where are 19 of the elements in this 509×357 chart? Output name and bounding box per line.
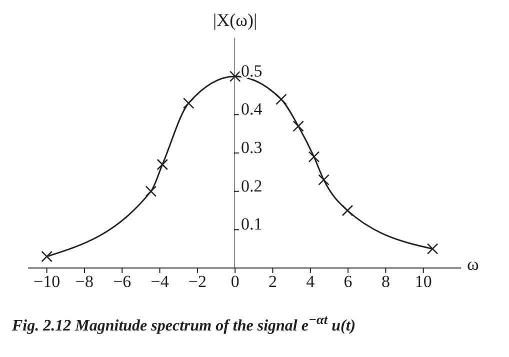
x-tick-label: −10 [34, 272, 60, 292]
y-tick-label: 0.4 [241, 100, 263, 119]
x-tick-label: 4 [306, 272, 316, 292]
y-tick-label: 0.5 [241, 61, 262, 80]
x-tick-label: 2 [268, 272, 277, 292]
x-axis-title: ω [467, 254, 479, 275]
x-tick-label: −4 [150, 272, 170, 292]
x-tick-label: −6 [113, 272, 132, 292]
x-tick-label: 10 [414, 272, 432, 292]
y-tick-label: 0.3 [241, 138, 262, 158]
x-tick-label: −8 [75, 272, 94, 292]
y-axis-title: |X(ω)| [212, 10, 258, 31]
x-tick-label: −2 [188, 272, 206, 292]
x-tick-label: 0 [230, 272, 240, 292]
y-tick-label: 0.2 [241, 176, 262, 196]
x-tick-label: 6 [344, 272, 352, 292]
x-tick-label: 8 [381, 272, 390, 292]
text: Fig. 2.12 Magnitude spectrum of the signal e$^{−αt}$ u(t) [11, 312, 357, 336]
y-tick-label: 0.1 [241, 214, 262, 234]
